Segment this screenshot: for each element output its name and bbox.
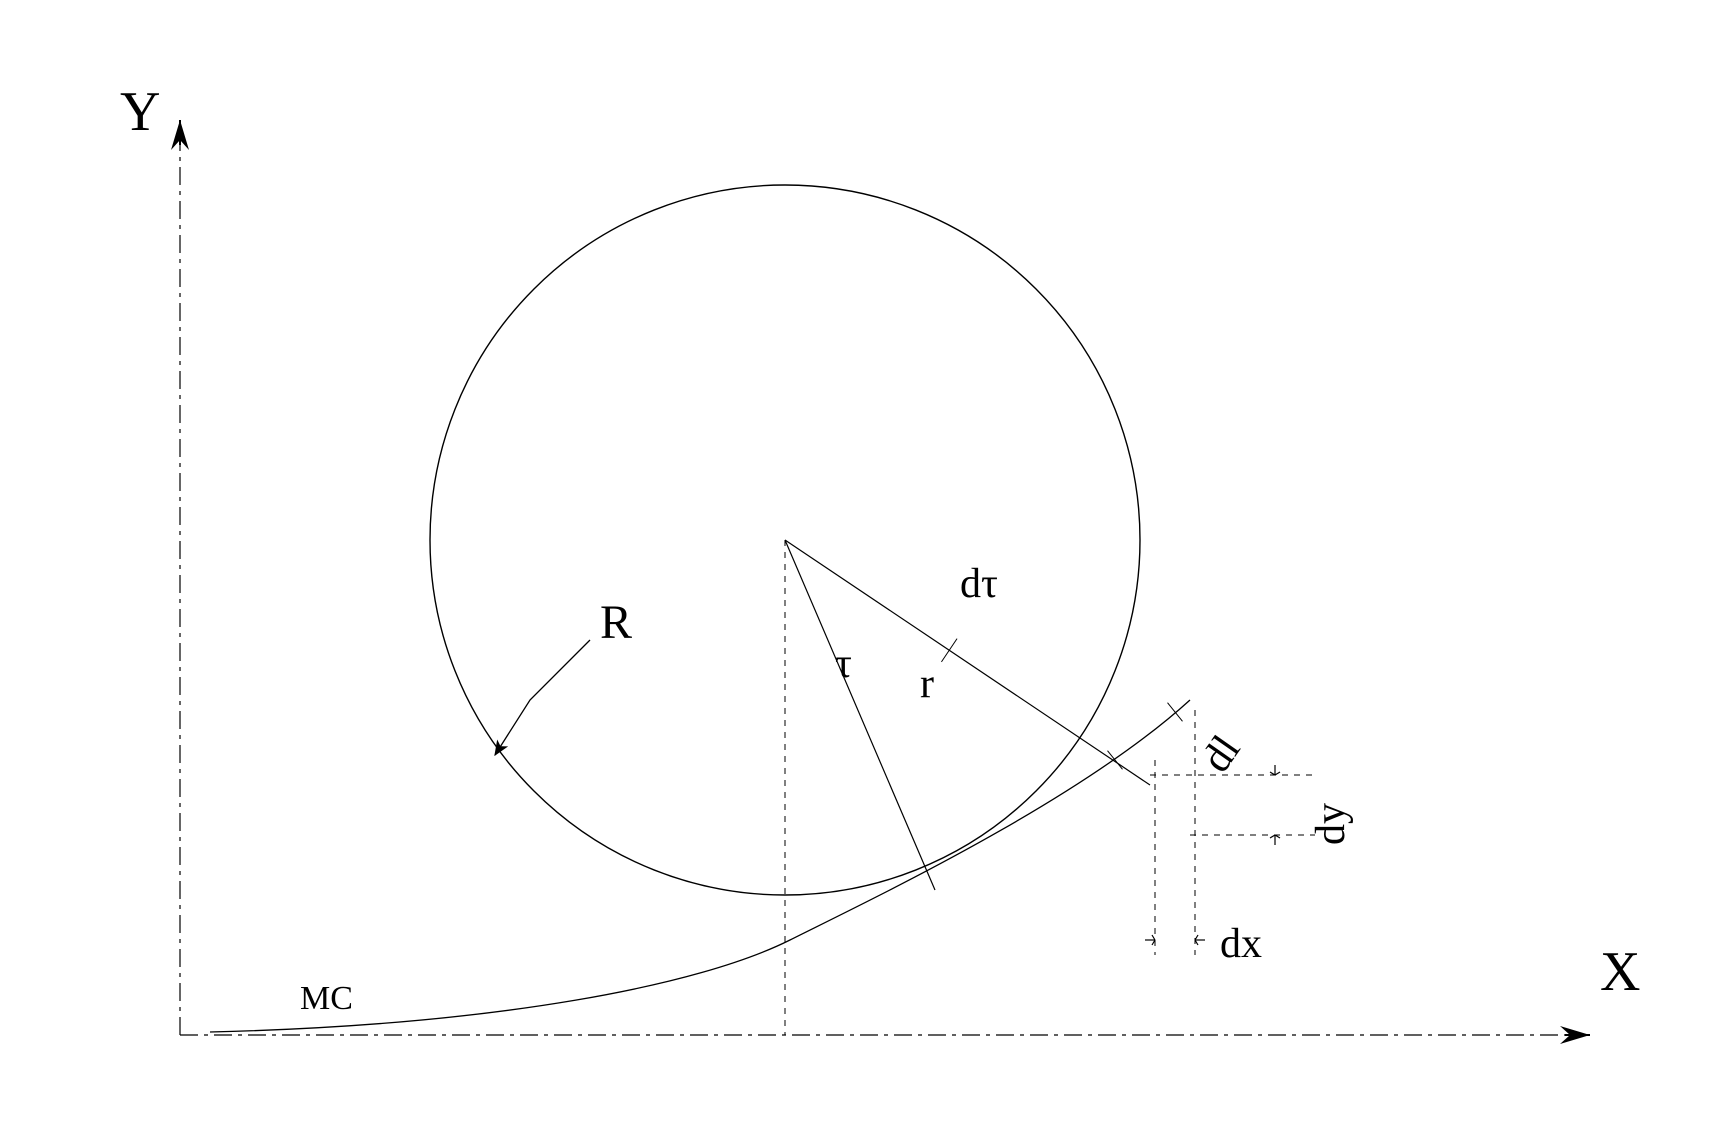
dtau-label: dτ <box>960 560 998 608</box>
dy-label: dy <box>1307 803 1355 845</box>
dx-label: dx <box>1220 920 1262 968</box>
mc-label: MC <box>300 980 353 1018</box>
diagram-svg <box>0 0 1713 1123</box>
r-label: r <box>920 660 934 708</box>
radius-R-label: R <box>600 595 632 650</box>
diagram-stage: Y X R τ dτ r dl dy dx MC <box>0 0 1713 1123</box>
x-axis-label: X <box>1600 940 1640 1004</box>
tau-label: τ <box>835 640 852 688</box>
y-axis-label: Y <box>120 80 160 144</box>
